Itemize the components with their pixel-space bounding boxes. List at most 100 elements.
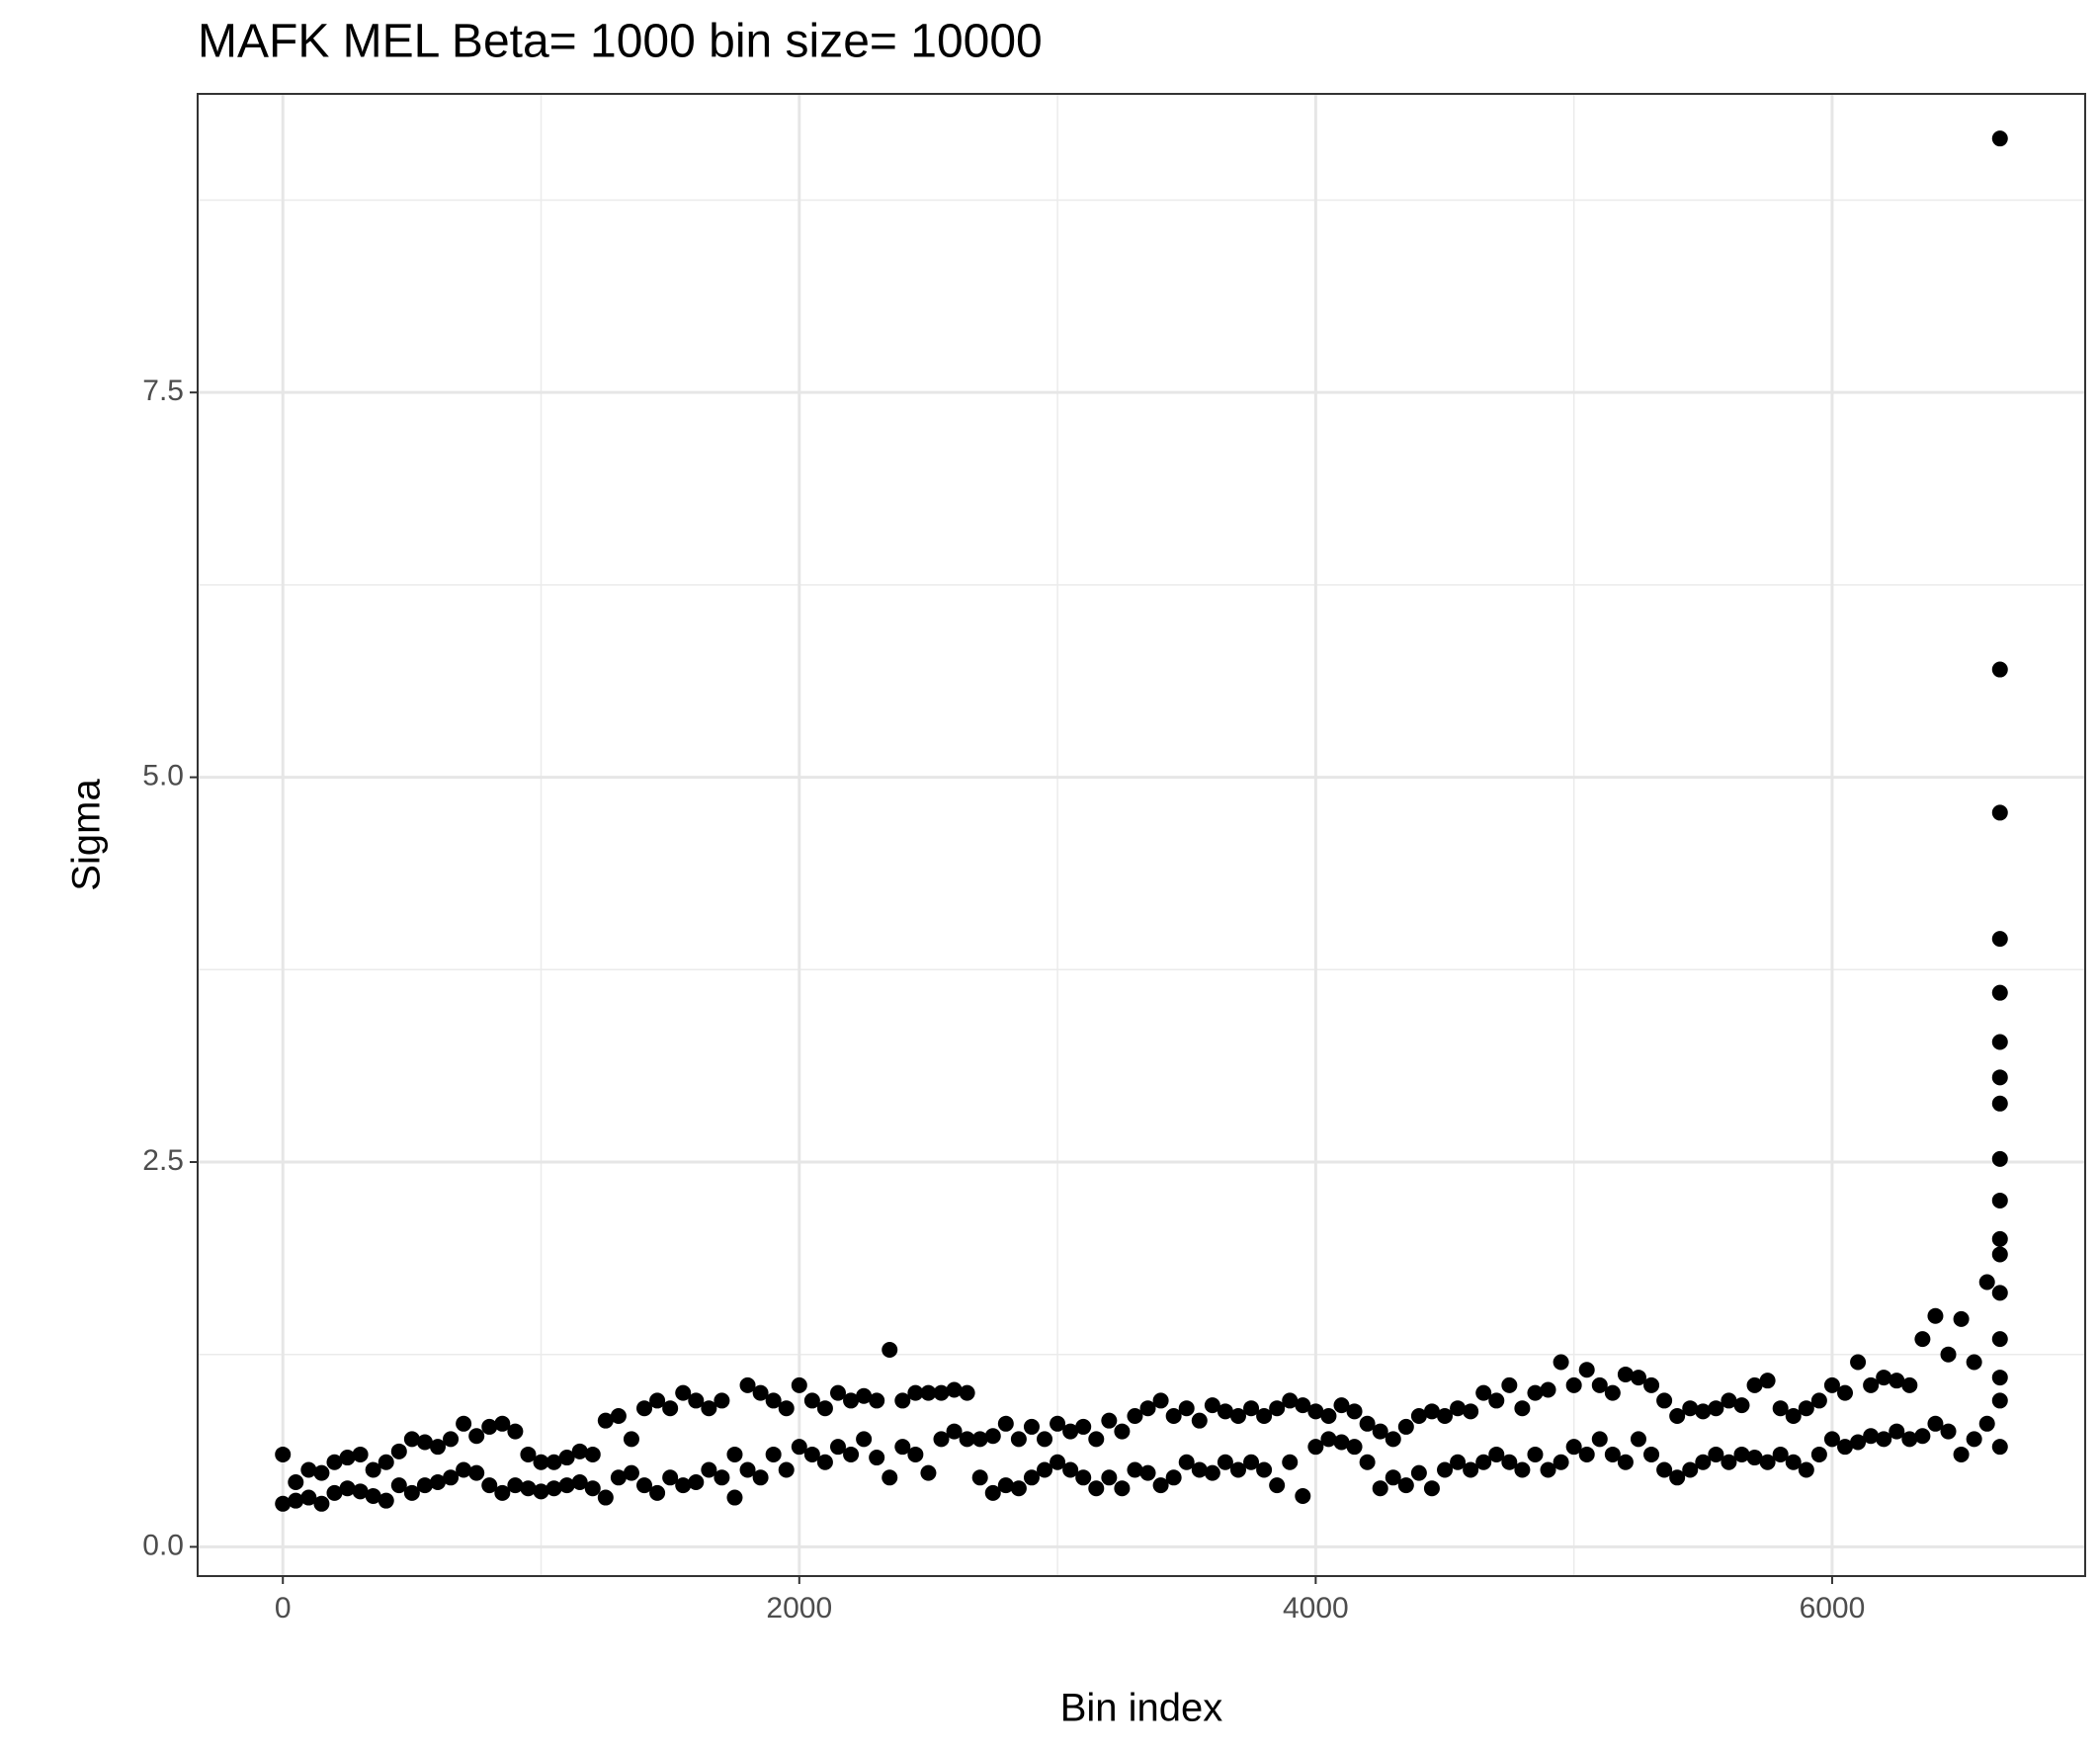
point — [352, 1483, 369, 1500]
point — [1991, 1285, 2008, 1301]
point — [339, 1480, 356, 1497]
point — [1075, 1469, 1092, 1486]
point — [1088, 1431, 1105, 1448]
point — [1798, 1461, 1814, 1478]
point — [1475, 1454, 1492, 1470]
point — [1643, 1446, 1660, 1462]
point — [1823, 1376, 1840, 1393]
point — [288, 1473, 304, 1490]
point — [984, 1484, 1001, 1501]
point — [481, 1418, 498, 1435]
point — [971, 1469, 988, 1486]
point — [1914, 1428, 1931, 1445]
grid — [198, 94, 2085, 1576]
point — [520, 1480, 537, 1497]
point — [1863, 1428, 1880, 1445]
point — [1139, 1400, 1156, 1417]
point — [726, 1489, 743, 1506]
point — [1165, 1408, 1182, 1425]
point — [1991, 1439, 2008, 1456]
point — [1204, 1397, 1220, 1414]
point — [1165, 1469, 1182, 1486]
point — [1733, 1397, 1750, 1414]
point — [1798, 1400, 1814, 1417]
point — [533, 1454, 549, 1470]
point — [1243, 1400, 1260, 1417]
point — [1695, 1403, 1712, 1420]
point — [1359, 1454, 1376, 1470]
point — [1372, 1480, 1388, 1497]
point — [403, 1431, 420, 1448]
point — [456, 1461, 472, 1478]
point — [688, 1473, 705, 1490]
point — [1991, 1150, 2008, 1167]
point — [701, 1400, 717, 1417]
point — [1037, 1461, 1053, 1478]
point — [1721, 1454, 1737, 1470]
point — [1204, 1464, 1220, 1481]
point — [1850, 1354, 1867, 1371]
point — [726, 1446, 743, 1462]
point — [1889, 1423, 1905, 1440]
point — [1991, 1331, 2008, 1348]
point — [1514, 1461, 1531, 1478]
point — [933, 1431, 950, 1448]
point — [1527, 1384, 1544, 1401]
point — [1630, 1370, 1646, 1386]
point — [1604, 1446, 1621, 1462]
point — [390, 1477, 407, 1494]
point — [959, 1384, 975, 1401]
point — [1178, 1400, 1195, 1417]
point — [1320, 1431, 1337, 1448]
point — [1295, 1397, 1311, 1414]
point — [1540, 1381, 1556, 1398]
plot-background — [198, 94, 2085, 1576]
point — [416, 1434, 433, 1451]
point — [1876, 1370, 1892, 1386]
point — [1191, 1461, 1208, 1478]
point — [288, 1492, 304, 1509]
point — [1152, 1392, 1169, 1409]
point — [429, 1473, 446, 1490]
point — [1346, 1439, 1363, 1456]
point — [558, 1450, 575, 1466]
point — [882, 1342, 898, 1359]
point — [778, 1461, 795, 1478]
point — [882, 1469, 898, 1486]
chart-title: MAFK MEL Beta= 1000 bin size= 10000 — [198, 16, 1043, 68]
point — [1372, 1423, 1388, 1440]
point — [1991, 1069, 2008, 1086]
point — [920, 1384, 937, 1401]
point — [662, 1400, 679, 1417]
point — [494, 1484, 511, 1501]
point — [1669, 1408, 1686, 1425]
point — [597, 1489, 614, 1506]
point — [1010, 1431, 1027, 1448]
point — [1475, 1384, 1492, 1401]
point — [1217, 1454, 1233, 1470]
point — [1423, 1403, 1440, 1420]
point — [1991, 984, 2008, 1001]
point — [1876, 1431, 1892, 1448]
point — [1746, 1376, 1763, 1393]
point — [1410, 1408, 1427, 1425]
point — [1991, 661, 2008, 678]
x-axis-label: Bin index — [1060, 1687, 1223, 1730]
point — [1656, 1461, 1673, 1478]
point — [1578, 1362, 1595, 1378]
point — [1037, 1431, 1053, 1448]
point — [997, 1415, 1014, 1432]
point — [1191, 1412, 1208, 1429]
point — [933, 1384, 950, 1401]
point — [1863, 1376, 1880, 1393]
point — [1823, 1431, 1840, 1448]
x-tick-label: 2000 — [766, 1592, 832, 1625]
point — [829, 1439, 846, 1456]
point — [739, 1461, 756, 1478]
point — [468, 1428, 485, 1445]
point — [1450, 1400, 1467, 1417]
point — [1978, 1415, 1995, 1432]
point — [1991, 804, 2008, 821]
point — [1695, 1454, 1712, 1470]
